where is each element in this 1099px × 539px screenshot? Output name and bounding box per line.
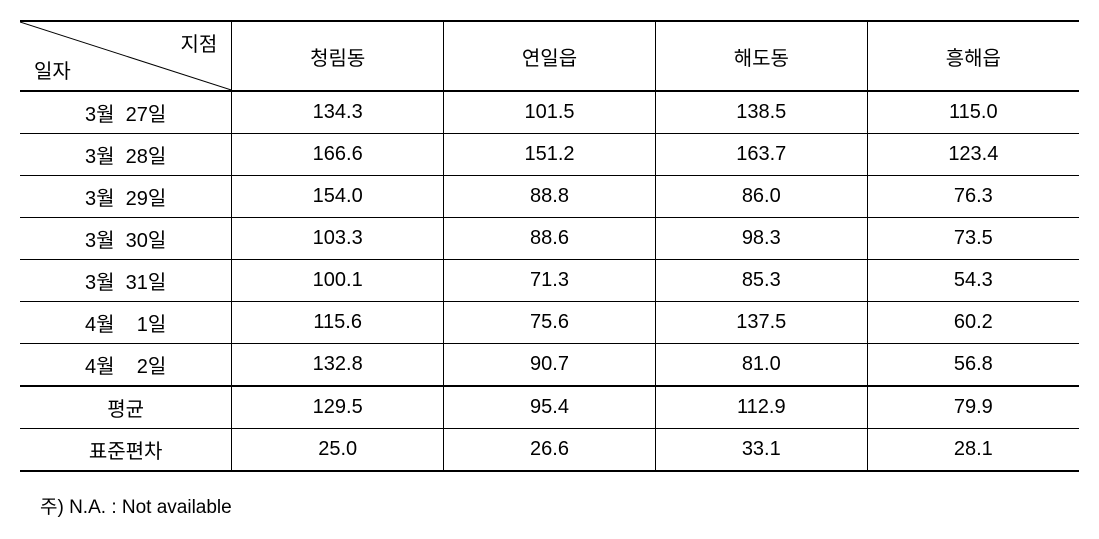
cell-value: 71.3: [444, 260, 656, 302]
cell-value: 115.6: [232, 302, 444, 344]
column-header: 청림동: [232, 21, 444, 91]
header-diagonal-bottom-label: 일자: [34, 55, 71, 84]
cell-value: 98.3: [655, 218, 867, 260]
row-label: 3월 27일: [20, 91, 232, 134]
row-label: 3월 29일: [20, 176, 232, 218]
row-label: 3월 30일: [20, 218, 232, 260]
cell-value: 76.3: [867, 176, 1079, 218]
cell-value: 75.6: [444, 302, 656, 344]
cell-value: 90.7: [444, 344, 656, 387]
cell-value: 115.0: [867, 91, 1079, 134]
cell-value: 88.6: [444, 218, 656, 260]
summary-row: 평균 129.5 95.4 112.9 79.9: [20, 386, 1079, 429]
summary-row: 표준편차 25.0 26.6 33.1 28.1: [20, 429, 1079, 472]
header-row: 지점 일자 청림동 연일읍 해도동 흥해읍: [20, 21, 1079, 91]
cell-value: 73.5: [867, 218, 1079, 260]
header-diagonal-cell: 지점 일자: [20, 21, 232, 91]
cell-value: 103.3: [232, 218, 444, 260]
cell-value: 81.0: [655, 344, 867, 387]
cell-value: 163.7: [655, 134, 867, 176]
cell-value: 154.0: [232, 176, 444, 218]
cell-value: 95.4: [444, 386, 656, 429]
table-row: 3월 30일 103.3 88.6 98.3 73.5: [20, 218, 1079, 260]
cell-value: 25.0: [232, 429, 444, 472]
footnote-text: 주) N.A. : Not available: [40, 492, 1079, 519]
row-label: 4월 1일: [20, 302, 232, 344]
cell-value: 79.9: [867, 386, 1079, 429]
cell-value: 138.5: [655, 91, 867, 134]
cell-value: 28.1: [867, 429, 1079, 472]
cell-value: 100.1: [232, 260, 444, 302]
table-row: 3월 28일 166.6 151.2 163.7 123.4: [20, 134, 1079, 176]
summary-label: 평균: [20, 386, 232, 429]
table-row: 4월 2일 132.8 90.7 81.0 56.8: [20, 344, 1079, 387]
cell-value: 112.9: [655, 386, 867, 429]
cell-value: 166.6: [232, 134, 444, 176]
cell-value: 151.2: [444, 134, 656, 176]
cell-value: 85.3: [655, 260, 867, 302]
header-diagonal-top-label: 지점: [180, 28, 217, 57]
cell-value: 88.8: [444, 176, 656, 218]
cell-value: 56.8: [867, 344, 1079, 387]
table-row: 4월 1일 115.6 75.6 137.5 60.2: [20, 302, 1079, 344]
cell-value: 101.5: [444, 91, 656, 134]
column-header: 연일읍: [444, 21, 656, 91]
cell-value: 26.6: [444, 429, 656, 472]
table-row: 3월 29일 154.0 88.8 86.0 76.3: [20, 176, 1079, 218]
table-row: 3월 31일 100.1 71.3 85.3 54.3: [20, 260, 1079, 302]
row-label: 3월 31일: [20, 260, 232, 302]
cell-value: 86.0: [655, 176, 867, 218]
table-row: 3월 27일 134.3 101.5 138.5 115.0: [20, 91, 1079, 134]
cell-value: 33.1: [655, 429, 867, 472]
data-table: 지점 일자 청림동 연일읍 해도동 흥해읍 3월 27일 134.3 101.5…: [20, 20, 1079, 472]
row-label: 3월 28일: [20, 134, 232, 176]
column-header: 해도동: [655, 21, 867, 91]
cell-value: 123.4: [867, 134, 1079, 176]
cell-value: 129.5: [232, 386, 444, 429]
cell-value: 60.2: [867, 302, 1079, 344]
cell-value: 134.3: [232, 91, 444, 134]
cell-value: 137.5: [655, 302, 867, 344]
column-header: 흥해읍: [867, 21, 1079, 91]
row-label: 4월 2일: [20, 344, 232, 387]
cell-value: 132.8: [232, 344, 444, 387]
summary-label: 표준편차: [20, 429, 232, 472]
cell-value: 54.3: [867, 260, 1079, 302]
